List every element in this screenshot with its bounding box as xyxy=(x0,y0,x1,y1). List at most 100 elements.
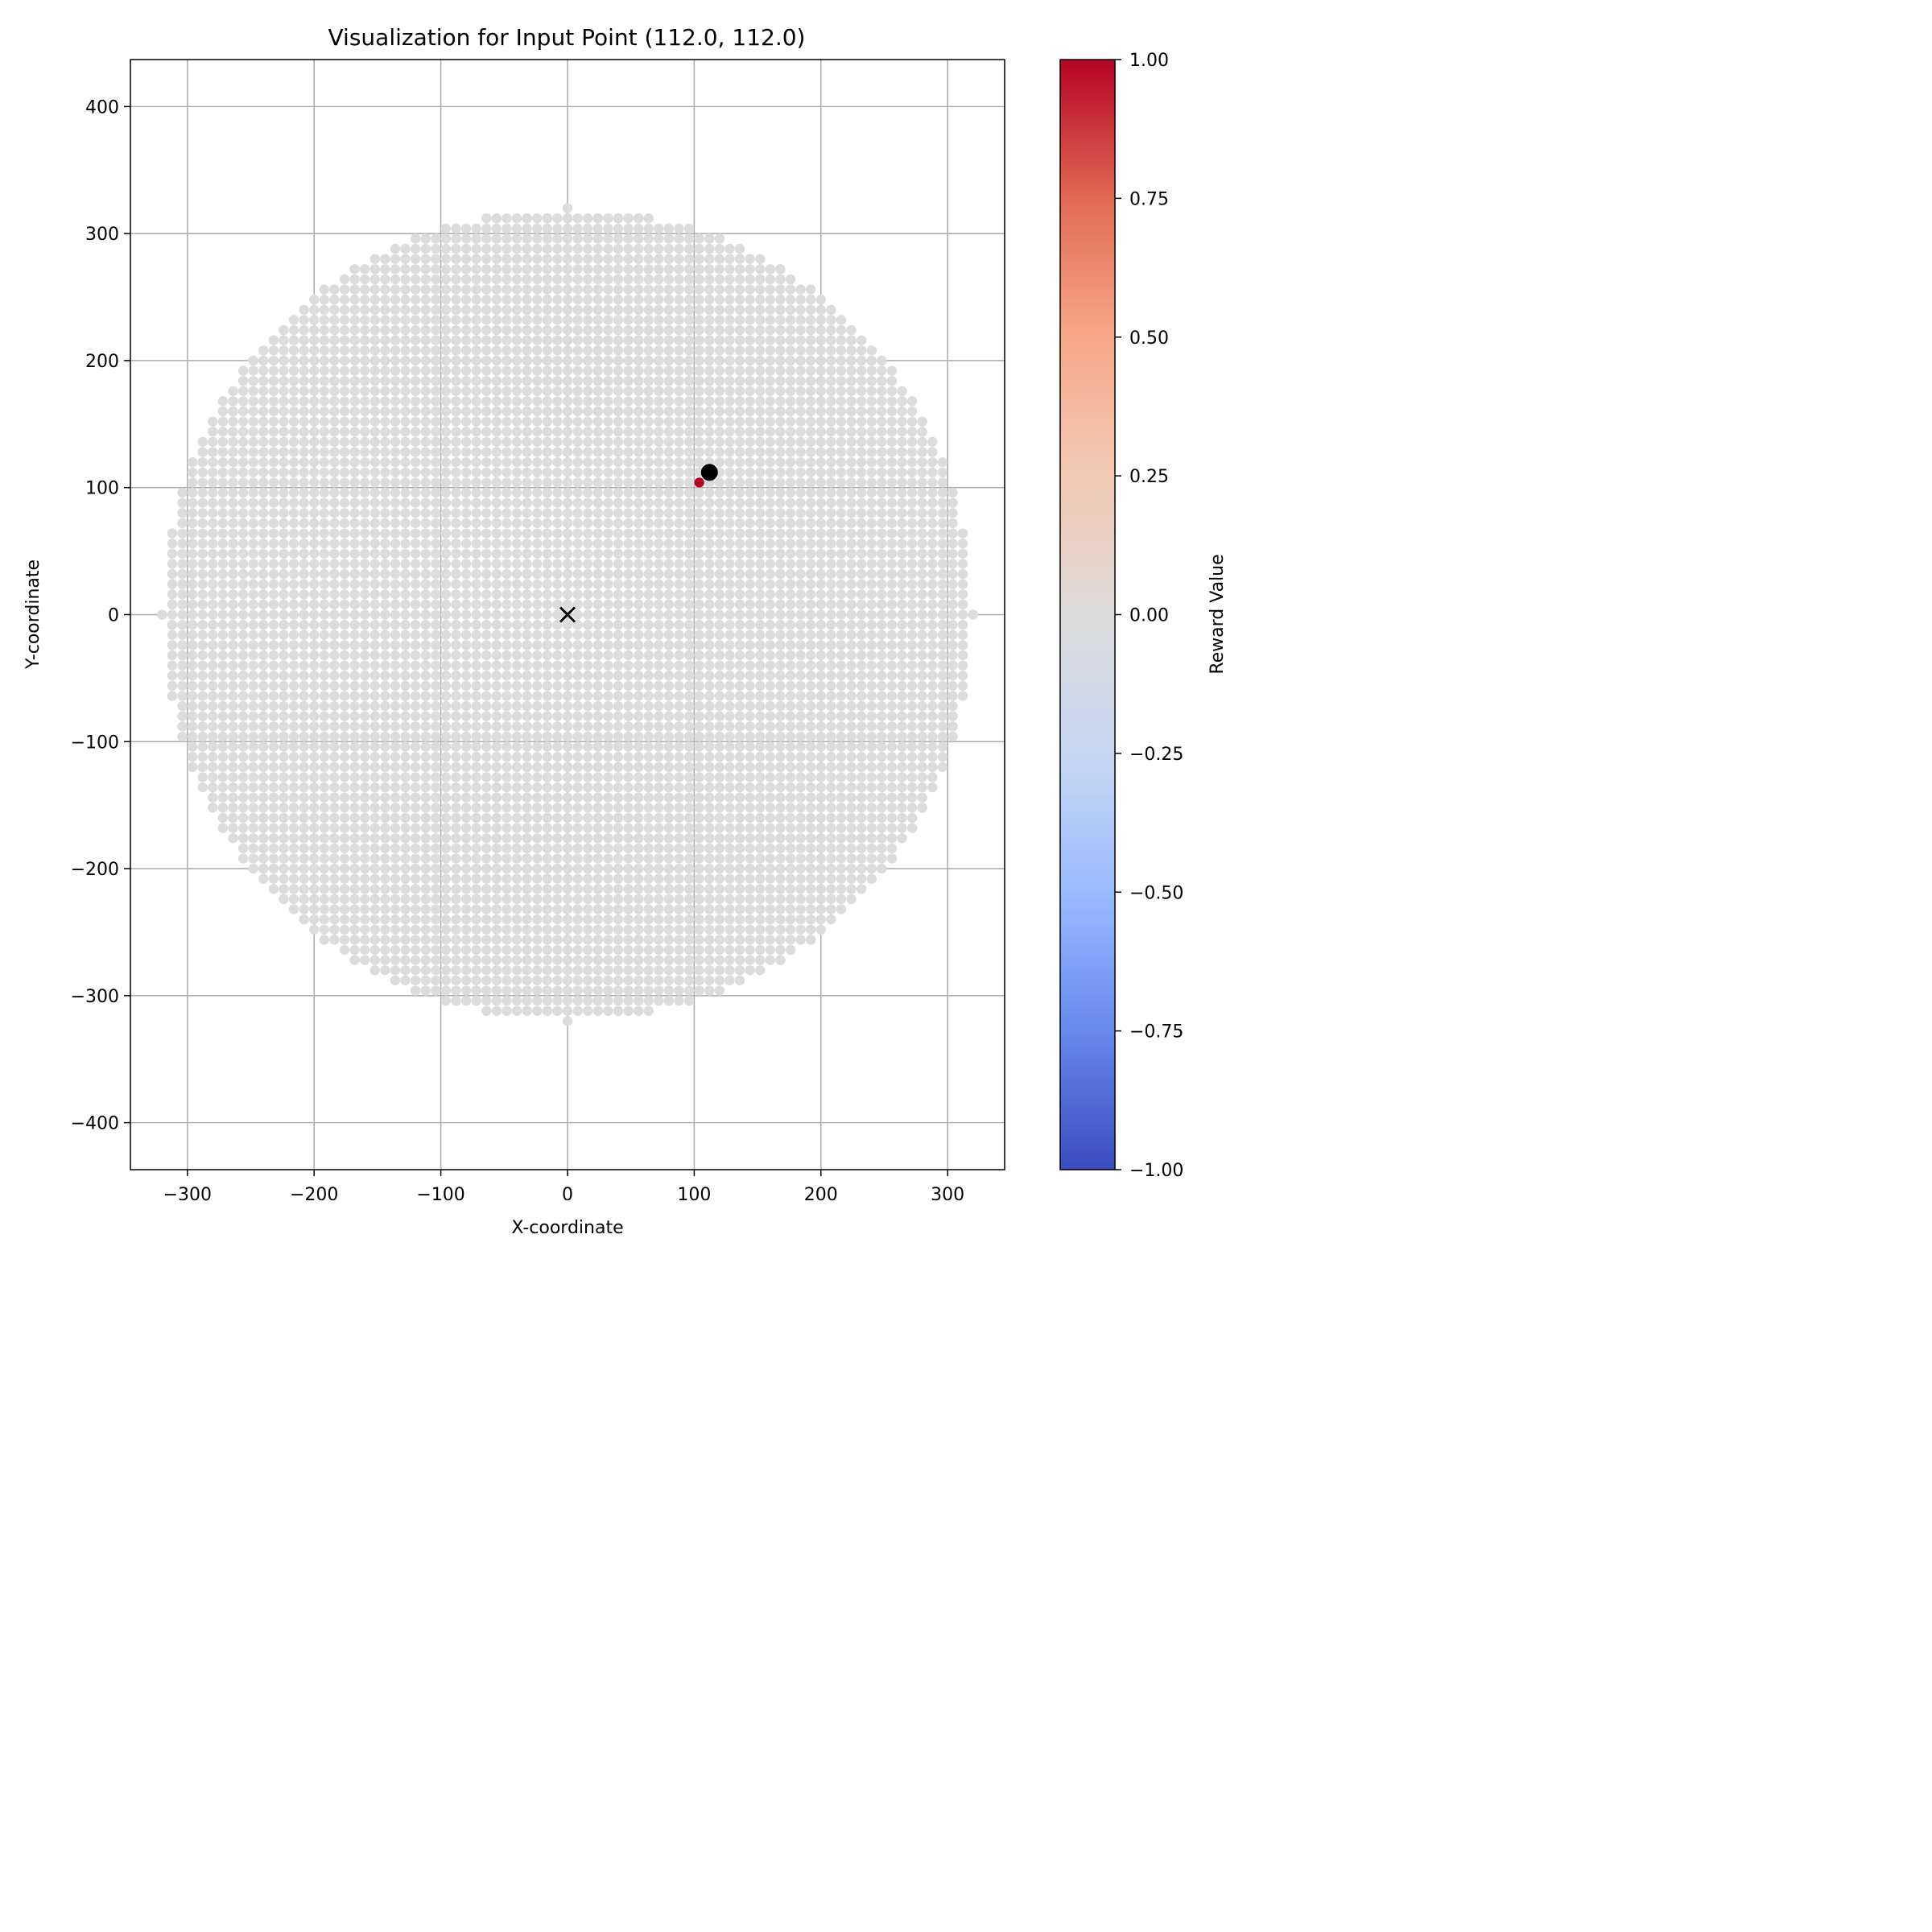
grid-point xyxy=(613,559,624,569)
grid-point xyxy=(826,630,836,640)
grid-point xyxy=(815,324,826,336)
grid-point xyxy=(299,538,309,549)
grid-point xyxy=(237,456,249,468)
grid-point xyxy=(410,518,421,529)
grid-point xyxy=(674,254,684,264)
grid-point xyxy=(431,497,441,508)
grid-point xyxy=(724,884,735,894)
grid-point xyxy=(542,782,553,793)
grid-point xyxy=(704,406,715,417)
grid-point xyxy=(359,355,370,366)
grid-point xyxy=(532,741,543,752)
grid-point xyxy=(440,456,452,468)
grid-point xyxy=(187,487,198,498)
grid-point xyxy=(572,528,583,539)
grid-point xyxy=(217,609,229,620)
grid-point xyxy=(380,335,390,345)
grid-point xyxy=(288,589,299,600)
grid-point xyxy=(279,894,289,905)
grid-point xyxy=(542,467,553,477)
grid-point xyxy=(704,508,715,518)
grid-point xyxy=(846,467,857,477)
grid-point xyxy=(532,660,543,671)
grid-point xyxy=(359,823,370,833)
grid-point xyxy=(349,924,360,935)
grid-point xyxy=(886,548,898,559)
grid-point xyxy=(917,650,927,661)
grid-point xyxy=(683,619,695,630)
grid-point xyxy=(745,579,755,589)
grid-point xyxy=(522,579,532,589)
grid-point xyxy=(359,487,370,498)
grid-point xyxy=(288,803,299,813)
grid-point xyxy=(643,700,654,712)
grid-point xyxy=(674,671,684,681)
grid-point xyxy=(258,752,269,762)
grid-point xyxy=(704,823,715,833)
grid-point xyxy=(258,456,269,468)
grid-point xyxy=(674,700,684,712)
grid-point xyxy=(572,538,583,549)
grid-point xyxy=(805,447,816,457)
grid-point xyxy=(471,700,481,712)
grid-point xyxy=(572,711,583,721)
grid-point xyxy=(613,853,624,864)
grid-point xyxy=(603,254,613,264)
grid-point xyxy=(683,985,695,996)
grid-point xyxy=(724,873,735,884)
grid-point xyxy=(532,315,543,325)
grid-point xyxy=(471,812,481,824)
grid-point xyxy=(877,782,887,793)
grid-point xyxy=(471,295,481,305)
grid-point xyxy=(846,660,857,671)
grid-point xyxy=(258,447,269,457)
grid-point xyxy=(359,477,370,488)
grid-point xyxy=(431,955,441,965)
grid-point xyxy=(471,975,481,986)
grid-point xyxy=(481,955,492,965)
grid-point xyxy=(917,752,927,762)
grid-point xyxy=(279,792,289,803)
grid-point xyxy=(724,497,735,508)
grid-point xyxy=(299,508,309,518)
grid-point xyxy=(208,467,218,477)
grid-point xyxy=(897,396,907,407)
grid-point xyxy=(866,538,877,549)
grid-point xyxy=(299,436,309,448)
grid-point xyxy=(917,599,927,610)
grid-point xyxy=(734,254,745,264)
grid-point xyxy=(654,873,664,884)
grid-point xyxy=(390,782,401,793)
grid-point xyxy=(390,863,401,874)
grid-point xyxy=(694,680,704,691)
grid-point xyxy=(654,660,664,671)
grid-point xyxy=(755,721,766,732)
grid-point xyxy=(906,721,918,732)
grid-point xyxy=(815,752,826,762)
grid-point xyxy=(339,427,350,437)
grid-point xyxy=(288,324,299,336)
grid-point xyxy=(532,863,543,874)
grid-point xyxy=(460,782,472,793)
grid-point xyxy=(704,579,715,589)
grid-point xyxy=(663,752,675,762)
grid-point xyxy=(440,660,452,671)
grid-point xyxy=(420,650,431,661)
grid-point xyxy=(582,559,593,569)
grid-point xyxy=(359,671,370,681)
grid-point xyxy=(511,518,522,529)
grid-point xyxy=(694,671,704,681)
grid-point xyxy=(410,579,421,589)
grid-point xyxy=(542,630,553,640)
grid-point xyxy=(613,213,624,224)
grid-point xyxy=(572,782,583,793)
grid-point xyxy=(431,538,441,549)
grid-point xyxy=(886,832,898,844)
grid-point xyxy=(309,752,320,762)
grid-point xyxy=(208,436,218,448)
grid-point xyxy=(237,497,249,508)
grid-point xyxy=(279,823,289,833)
grid-point xyxy=(795,528,806,539)
grid-point xyxy=(674,355,684,366)
grid-point xyxy=(369,497,380,508)
